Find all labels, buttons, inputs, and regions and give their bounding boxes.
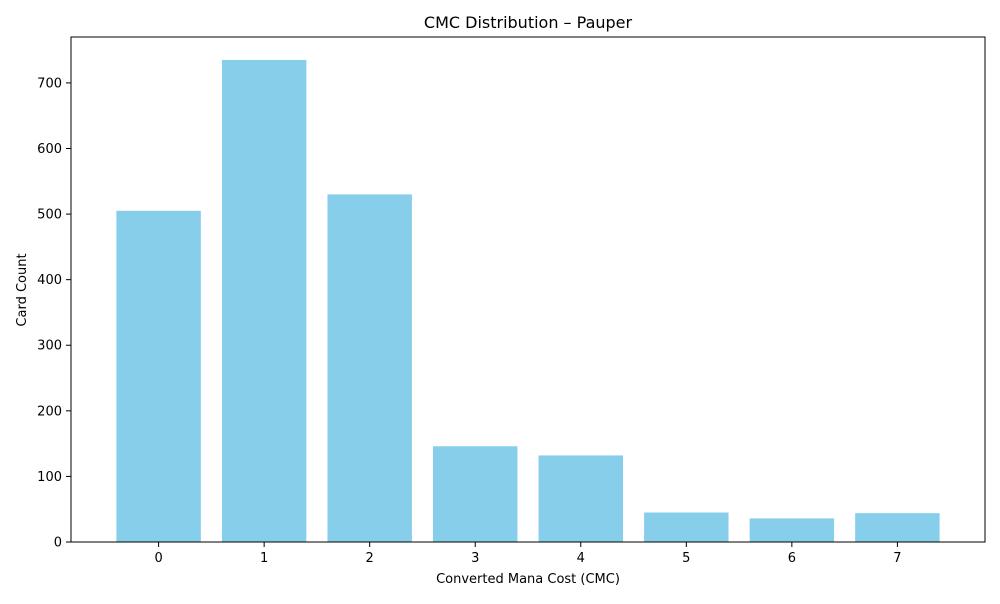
bar-cmc-7	[855, 513, 940, 542]
y-tick-label: 600	[37, 142, 62, 157]
y-tick-label: 100	[37, 470, 62, 485]
x-tick-label: 5	[682, 551, 690, 566]
x-tick-label: 4	[577, 551, 585, 566]
x-tick-label: 0	[154, 551, 162, 566]
y-tick-label: 300	[37, 339, 62, 354]
x-tick-label: 6	[788, 551, 796, 566]
y-tick-label: 200	[37, 404, 62, 419]
bar-cmc-2	[327, 194, 412, 543]
y-tick-label: 400	[37, 273, 62, 288]
x-axis-label: Converted Mana Cost (CMC)	[436, 572, 620, 587]
x-tick-label: 7	[893, 551, 901, 566]
y-tick-label: 500	[37, 208, 62, 223]
x-tick-label: 1	[260, 551, 268, 566]
x-tick-label: 3	[471, 551, 479, 566]
bar-cmc-4	[538, 455, 623, 542]
bar-cmc-1	[221, 59, 307, 543]
bar-cmc-3	[433, 446, 518, 542]
bar-cmc-6	[749, 518, 835, 542]
bars-group	[116, 59, 940, 543]
y-tick-label: 0	[54, 536, 62, 551]
x-axis-ticks: 0 1 2 3 4 5 6 7	[154, 542, 902, 566]
x-tick-label: 2	[366, 551, 374, 566]
plot-frame	[70, 36, 986, 543]
y-axis-label: Card Count	[15, 253, 30, 326]
bar-cmc-0	[116, 210, 201, 542]
y-tick-label: 700	[37, 76, 62, 91]
y-axis-ticks: 0 100 200 300 400 500 600 700	[37, 76, 71, 551]
bar-cmc-5	[644, 512, 729, 542]
chart-title: CMC Distribution – Pauper	[424, 13, 633, 32]
